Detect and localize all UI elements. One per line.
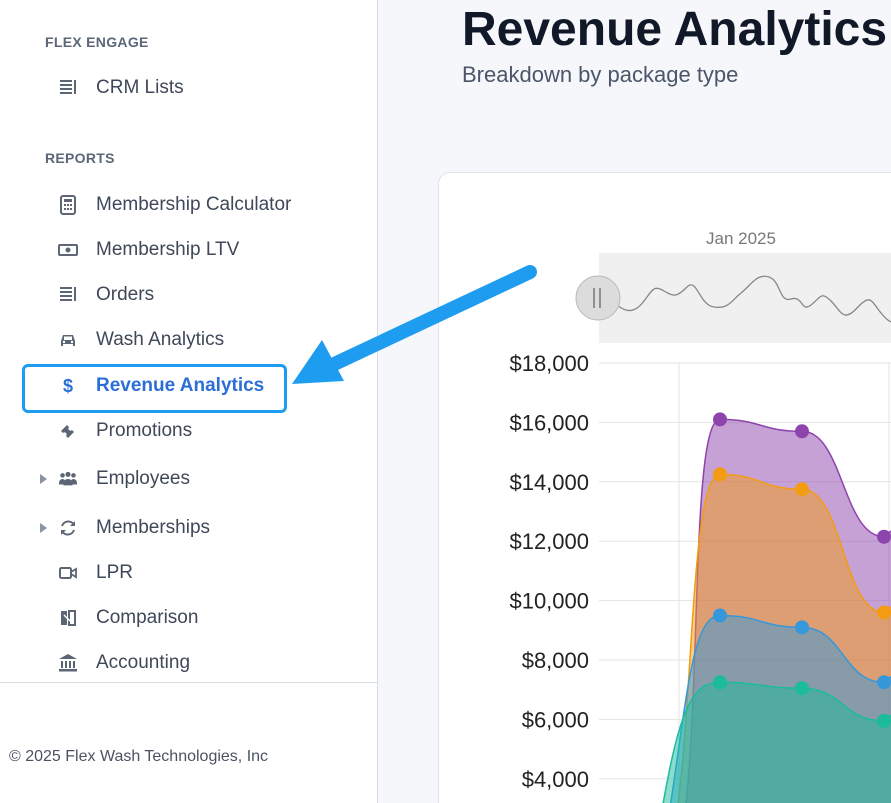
sidebar-item-label: Comparison (96, 607, 199, 628)
chart-points (713, 412, 891, 728)
sidebar-item-label: Employees (96, 468, 190, 489)
y-tick-label: $4,000 (522, 767, 589, 792)
data-point-series-1[interactable] (795, 620, 809, 635)
sidebar-item-label: Memberships (96, 517, 211, 538)
sidebar-item-accounting[interactable]: Accounting (30, 645, 290, 681)
sidebar-item-employees[interactable]: Employees (30, 461, 290, 497)
range-selector-label: Jan 2025 (706, 229, 776, 248)
caret-right-icon[interactable] (40, 523, 47, 533)
section-title-reports: REPORTS (45, 150, 115, 166)
data-point-series-1[interactable] (713, 608, 727, 623)
sidebar-item-comparison[interactable]: Comparison (30, 600, 290, 636)
caret-right-icon[interactable] (40, 474, 47, 484)
data-point-series-3[interactable] (795, 424, 809, 439)
chart-card: Jan 2025 $18,000 $16,000 $14,000 $12,000 $10… (438, 172, 891, 803)
series-area-0 (662, 681, 891, 803)
active-item-highlight (22, 364, 287, 413)
sidebar-item-label: LPR (96, 562, 133, 583)
data-point-series-3[interactable] (877, 529, 891, 544)
sidebar-item-label: Promotions (96, 420, 193, 441)
car-icon (58, 330, 78, 350)
sidebar-item-orders[interactable]: Orders (30, 277, 290, 313)
list-icon (58, 285, 78, 305)
range-selector-sparkline (616, 275, 891, 323)
data-point-series-2[interactable] (713, 467, 727, 482)
sidebar: FLEX ENGAGE CRM Lists REPORTS Membership… (0, 0, 378, 803)
camera-icon (58, 563, 78, 583)
sidebar-item-wash-analytics[interactable]: Wash Analytics (30, 322, 290, 358)
data-point-series-3[interactable] (713, 412, 727, 427)
sidebar-item-label: Revenue Analytics (96, 375, 265, 396)
y-tick-label: $18,000 (509, 351, 589, 376)
sidebar-item-membership-ltv[interactable]: Membership LTV (30, 232, 290, 268)
y-tick-label: $6,000 (522, 707, 589, 732)
revenue-chart: Jan 2025 $18,000 $16,000 $14,000 $12,000 $10… (509, 229, 891, 803)
y-tick-label: $14,000 (509, 470, 589, 495)
refresh-icon (58, 518, 78, 538)
sidebar-item-label: Membership LTV (96, 239, 240, 260)
bank-icon (58, 653, 78, 673)
money-icon (58, 240, 78, 260)
y-tick-label: $12,000 (509, 529, 589, 554)
sidebar-item-label: Wash Analytics (96, 329, 225, 350)
sidebar-item-label: Accounting (96, 652, 191, 673)
page-subtitle: Breakdown by package type (462, 62, 739, 87)
range-selector-handle[interactable] (575, 275, 621, 321)
sidebar-item-revenue-analytics[interactable]: $ Revenue Analytics (30, 368, 290, 404)
sidebar-item-memberships[interactable]: Memberships (30, 510, 290, 546)
compare-icon (58, 608, 78, 628)
sidebar-item-label: Orders (96, 284, 155, 305)
section-title-flex-engage: FLEX ENGAGE (45, 34, 149, 50)
people-icon (58, 469, 78, 489)
data-point-series-0[interactable] (795, 681, 809, 696)
data-point-series-0[interactable] (877, 713, 891, 728)
footer-divider (0, 682, 378, 683)
y-tick-label: $8,000 (522, 648, 589, 673)
sidebar-item-crm-lists[interactable]: CRM Lists (30, 70, 290, 106)
y-axis-ticks: $18,000 $16,000 $14,000 $12,000 $10,000 $8,00… (509, 351, 589, 792)
chart-areas (662, 418, 891, 803)
data-point-series-2[interactable] (795, 482, 809, 497)
page-title: Revenue Analytics (462, 3, 888, 56)
data-point-series-0[interactable] (713, 675, 727, 690)
list-icon (58, 78, 78, 98)
y-tick-label: $16,000 (509, 410, 589, 435)
y-tick-label: $10,000 (509, 589, 589, 614)
sidebar-item-promotions[interactable]: Promotions (30, 413, 290, 449)
data-point-series-1[interactable] (877, 675, 891, 690)
sidebar-item-label: CRM Lists (96, 77, 184, 98)
sidebar-item-membership-calculator[interactable]: Membership Calculator (30, 187, 292, 223)
dollar-icon: $ (62, 375, 73, 396)
range-selector-track[interactable] (599, 253, 891, 343)
ticket-icon (58, 421, 78, 441)
footer-copyright: © 2025 Flex Wash Technologies, Inc (9, 748, 269, 765)
sidebar-item-label: Membership Calculator (96, 194, 292, 215)
sidebar-item-lpr[interactable]: LPR (30, 555, 290, 591)
data-point-series-2[interactable] (877, 605, 891, 620)
calculator-icon (58, 195, 78, 215)
